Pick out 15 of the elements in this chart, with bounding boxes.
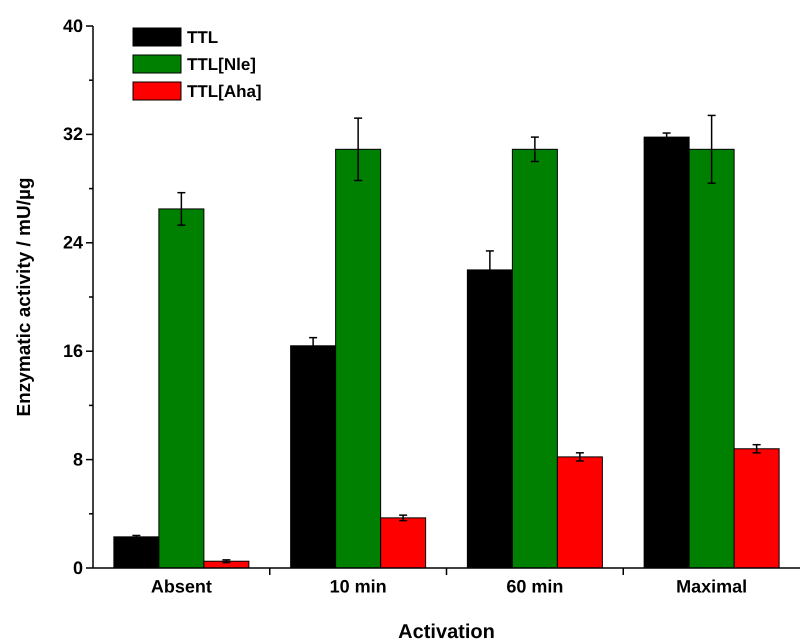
y-tick-label: 8	[72, 449, 83, 470]
x-tick-label: 60 min	[506, 576, 564, 597]
y-tick-label: 32	[62, 124, 83, 144]
x-tick-label: Maximal	[676, 576, 748, 597]
y-tick-label: 0	[72, 558, 83, 578]
legend-label: TTL	[187, 28, 218, 47]
y-tick-label: 16	[62, 340, 83, 361]
y-tick-label: 24	[62, 232, 83, 253]
x-axis-title: Activation	[398, 621, 495, 643]
y-tick-label: 40	[62, 16, 83, 36]
x-tick-label: Absent	[150, 576, 212, 597]
legend-label: TTL[Nle]	[187, 55, 256, 74]
legend-label: TTL[Aha]	[187, 82, 262, 101]
x-tick-label: 10 min	[330, 576, 387, 597]
y-axis-title: Enzymatic activity / mU/µg	[14, 177, 35, 417]
